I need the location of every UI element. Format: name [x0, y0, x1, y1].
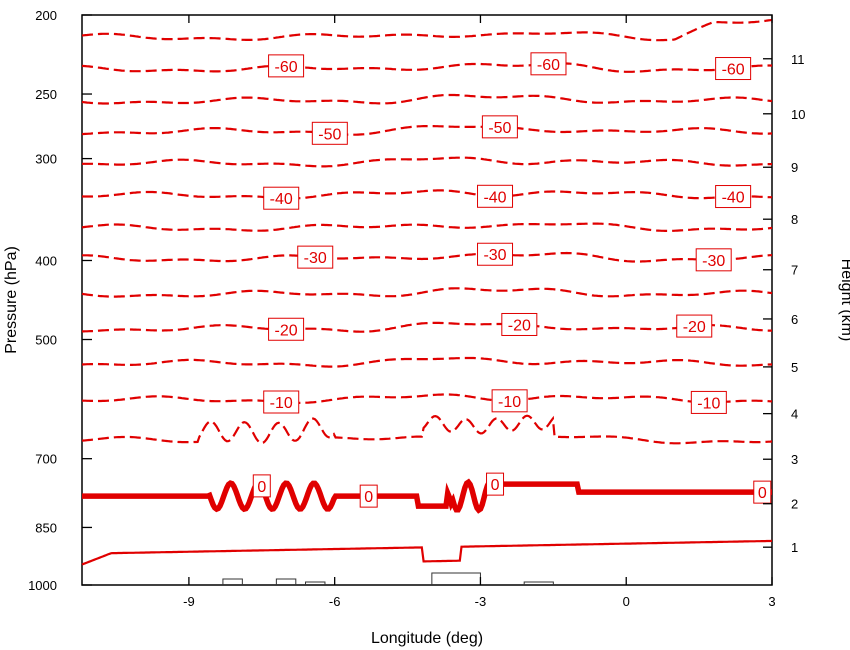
contour-line--10: [81, 393, 773, 404]
contour-label: -30: [304, 250, 327, 267]
y-tick-label: 400: [35, 253, 57, 268]
contour-label-box: [477, 242, 514, 266]
contour-lines: [81, 18, 773, 566]
contour-line--15: [81, 356, 773, 368]
contour-label: -20: [683, 319, 706, 336]
y2-tick-label: 9: [791, 160, 798, 175]
contour-label: 0: [491, 477, 500, 494]
contour-label-box: [690, 390, 727, 414]
contour-label: -30: [483, 247, 506, 264]
contour-line--30: [82, 251, 772, 263]
contour-label-box: [530, 52, 567, 76]
contour-label-box: [715, 185, 752, 209]
x-tick-label: 0: [623, 594, 630, 609]
y-axis-title: Pressure (hPa): [3, 246, 20, 354]
contour-line--55: [81, 93, 773, 105]
terrain-outline: [222, 572, 554, 585]
y2-tick-label: 11: [791, 52, 805, 67]
contour-label: 0: [364, 489, 373, 506]
contour-line--65: [81, 18, 773, 42]
contour-label: -60: [275, 59, 298, 76]
contour-label-box: [359, 484, 378, 508]
contour-label-box: [297, 245, 334, 269]
contour-label-box: [311, 121, 348, 145]
contour-line--45: [81, 156, 772, 168]
y2-tick-label: 3: [791, 452, 798, 467]
contour-label: -20: [508, 317, 531, 334]
y-tick-label: 700: [35, 452, 57, 467]
x-axis-title: Longitude (deg): [371, 630, 483, 647]
contour-label: -60: [537, 57, 560, 74]
axes: -9 -6 -3 0 320025030040050070085010001234567…: [28, 8, 805, 609]
contour-label-box: [268, 54, 305, 78]
contour-line--40: [81, 189, 773, 200]
contour-line--35: [81, 222, 773, 232]
contour-label: -20: [275, 322, 298, 339]
y-tick-label: 250: [35, 87, 57, 102]
contour-label: -10: [270, 395, 293, 412]
x-tick-label: -6: [329, 594, 341, 609]
contour-label-box: [695, 248, 732, 272]
y-tick-label: 200: [35, 8, 57, 23]
y-tick-label: 300: [35, 152, 57, 167]
y2-tick-label: 1: [791, 540, 798, 555]
contour-label: -40: [270, 191, 293, 208]
y2-tick-label: 8: [791, 212, 798, 227]
contour-label-box: [477, 184, 514, 208]
x-tick-label: -9: [183, 594, 195, 609]
contour-line--25: [81, 287, 773, 298]
contour-label: -40: [722, 190, 745, 207]
contour-label-box: [715, 57, 752, 81]
contour-label: 0: [257, 479, 266, 496]
y-tick-label: 1000: [28, 578, 57, 593]
contour-label-box: [501, 312, 538, 336]
y-tick-label: 850: [35, 520, 57, 535]
y2-tick-label: 7: [791, 263, 798, 278]
contour-line-0: [82, 478, 772, 514]
x-tick-label: -3: [475, 594, 487, 609]
y2-tick-label: 10: [791, 107, 805, 122]
contour-label: -30: [702, 253, 725, 270]
contour-label: -50: [318, 126, 341, 143]
plot-frame: [81, 14, 773, 586]
contour-label-box: [676, 314, 713, 338]
contour-label-box: [252, 474, 271, 498]
terrain-path: [222, 572, 554, 585]
contour-label: -50: [488, 120, 511, 137]
y2-tick-label: 2: [791, 497, 798, 512]
contour-line-5: [81, 539, 773, 566]
contour-label: -10: [498, 394, 521, 411]
contour-label-box: [268, 317, 305, 341]
contour-label-box: [491, 389, 528, 413]
contour-label: -60: [722, 62, 745, 79]
contour-line--20: [82, 321, 772, 333]
y-tick-label: 500: [35, 333, 57, 348]
x-tick-label: 3: [768, 594, 775, 609]
contour-label: -40: [483, 189, 506, 206]
contour-labels: -60 -60 -60 -50 -50 -40 -40 -40 -30 -30 -30 -20 -20 -…: [252, 52, 772, 508]
y2-axis-title: Height (km): [838, 259, 850, 342]
contour-label: -10: [697, 395, 720, 412]
y2-tick-label: 6: [791, 312, 798, 327]
contour-line--60: [81, 62, 773, 73]
contour-label-box: [753, 480, 772, 504]
contour-line--50: [81, 125, 772, 136]
contour-label-box: [263, 186, 300, 210]
contour-label-box: [481, 115, 518, 139]
contour-label-box: [486, 472, 505, 496]
y2-tick-label: 4: [791, 407, 798, 422]
contour-label: 0: [758, 485, 767, 502]
y2-tick-label: 5: [791, 360, 798, 375]
contour-label-box: [263, 390, 300, 414]
contour-line--5: [81, 414, 773, 445]
